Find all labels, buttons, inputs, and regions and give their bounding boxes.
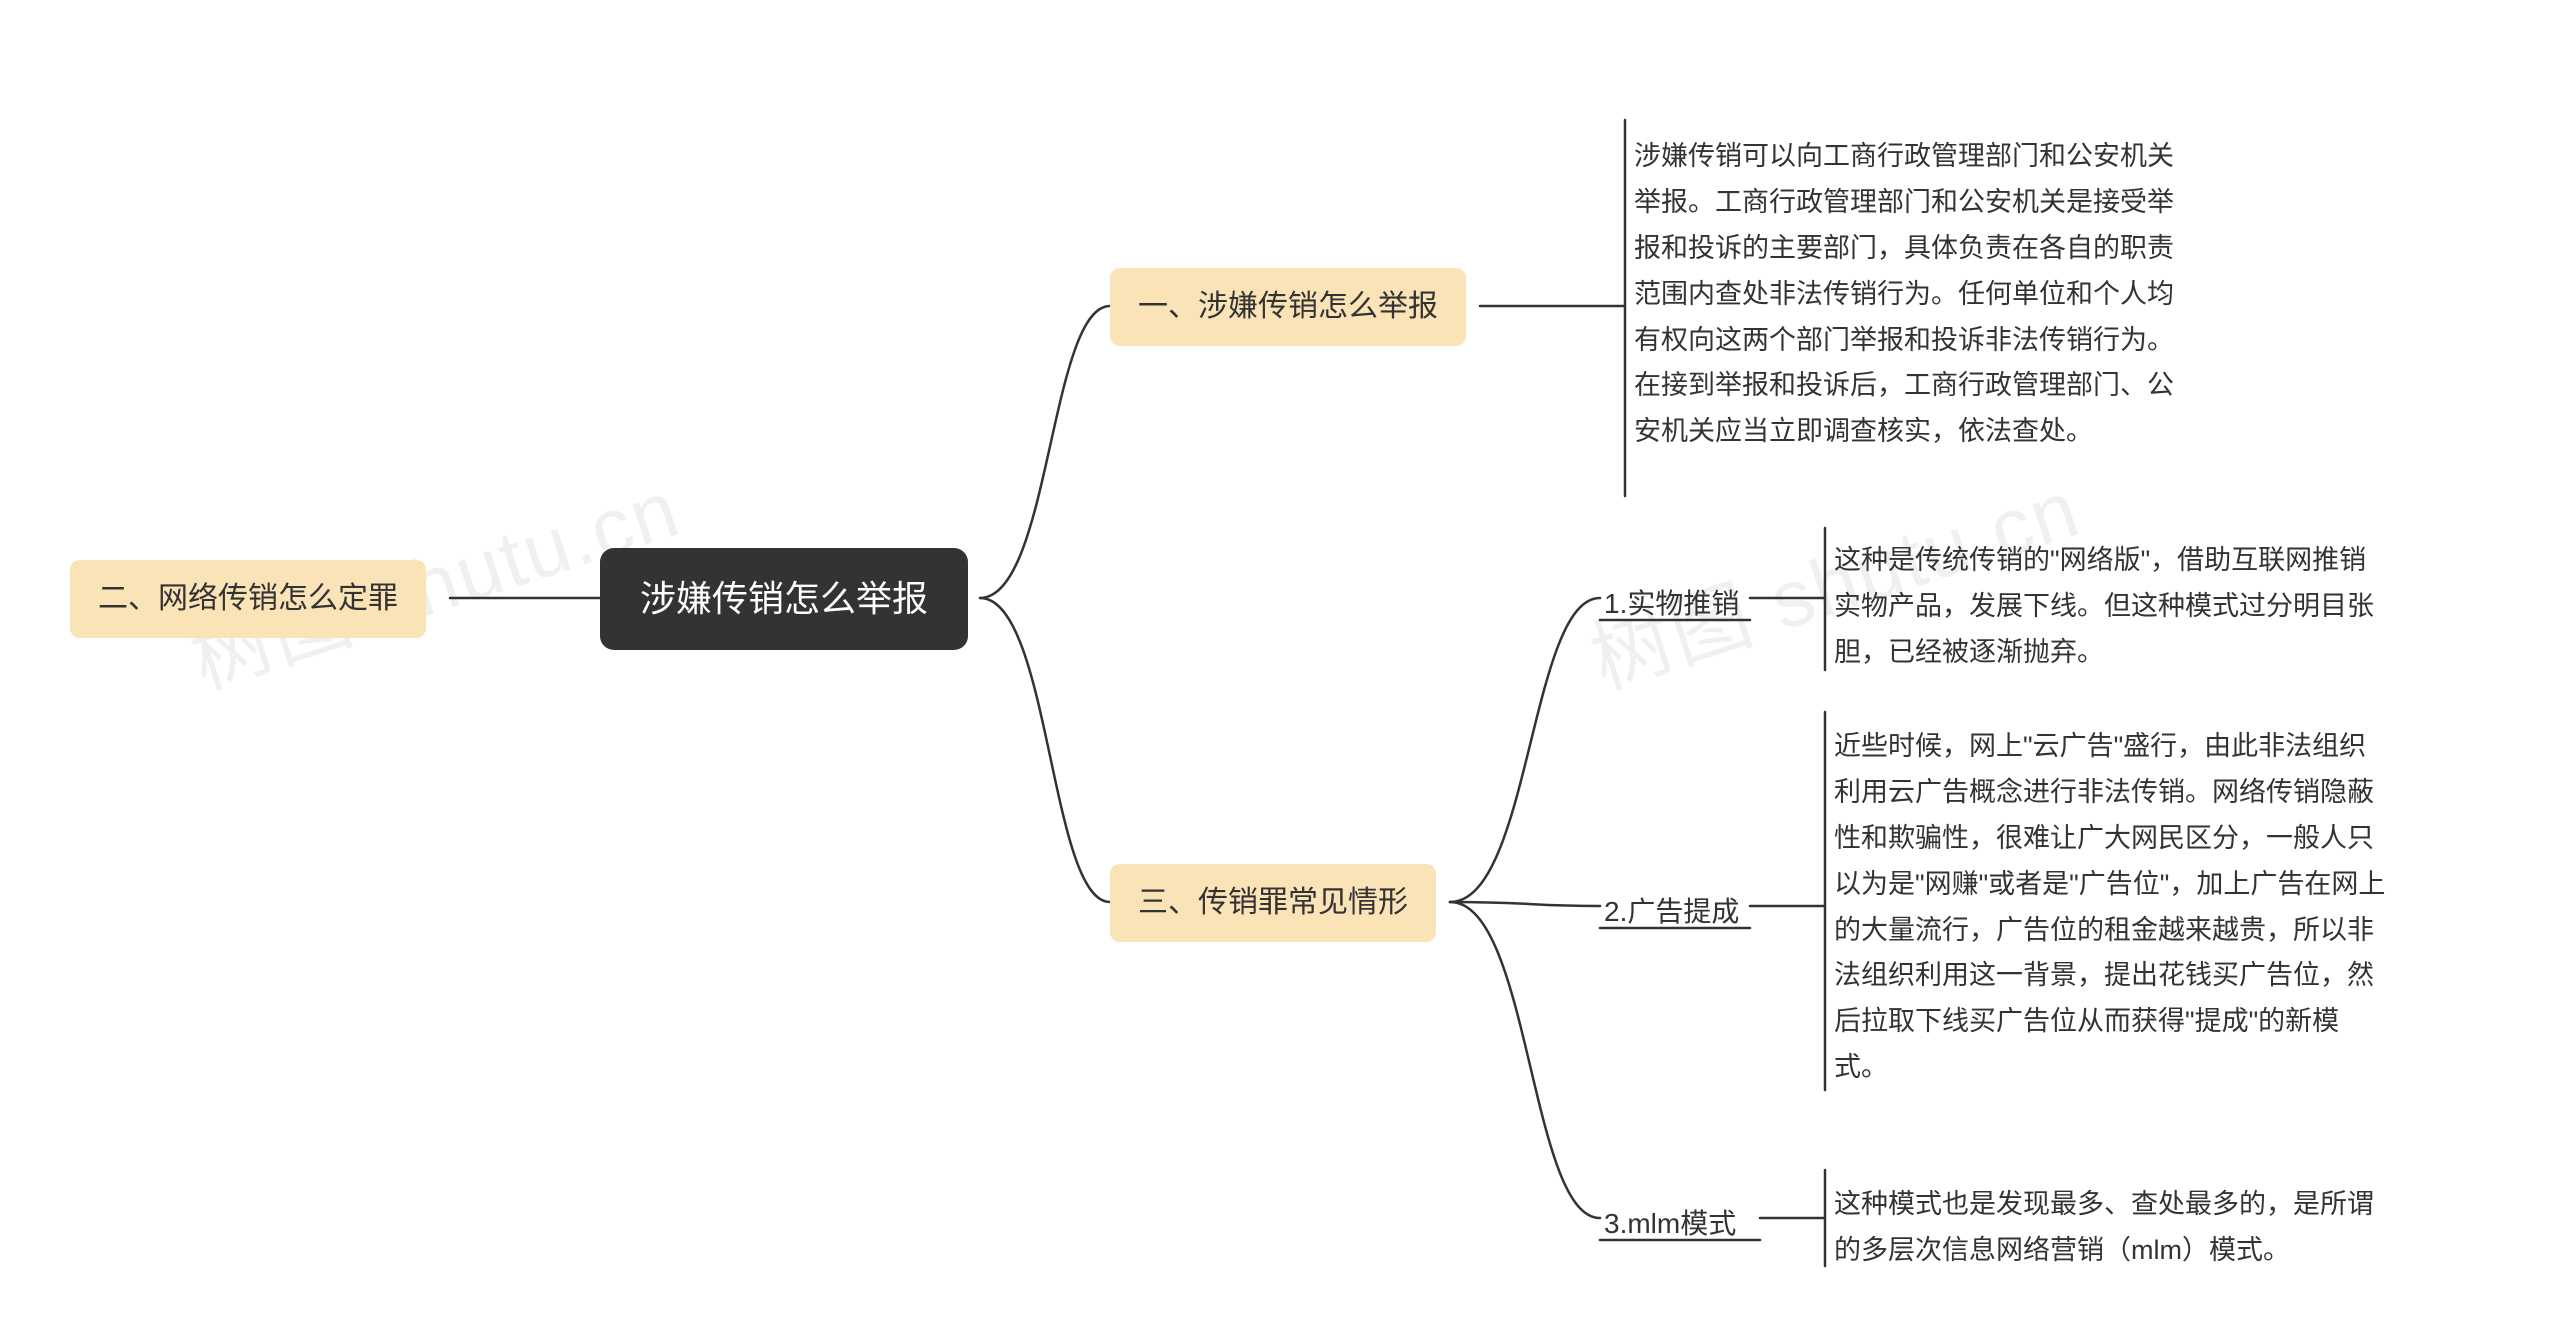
edge-right2-sub2 bbox=[1450, 902, 1600, 906]
edge-root-right1 bbox=[980, 306, 1110, 598]
root-node[interactable]: 涉嫌传销怎么举报 bbox=[600, 548, 968, 650]
leaf-right1: 涉嫌传销可以向工商行政管理部门和公安机关举报。工商行政管理部门和公安机关是接受举… bbox=[1630, 130, 2200, 459]
branch-right-2[interactable]: 三、传销罪常见情形 bbox=[1110, 864, 1436, 942]
branch-left-1[interactable]: 二、网络传销怎么定罪 bbox=[70, 560, 426, 638]
edge-right2-sub3 bbox=[1450, 902, 1600, 1218]
leaf-sub3: 这种模式也是发现最多、查处最多的，是所谓的多层次信息网络营销（mlm）模式。 bbox=[1830, 1178, 2390, 1278]
sub-node-3[interactable]: 3.mlm模式 bbox=[1600, 1196, 1740, 1251]
sub-node-1[interactable]: 1.实物推销 bbox=[1600, 576, 1743, 631]
branch-right-1[interactable]: 一、涉嫌传销怎么举报 bbox=[1110, 268, 1466, 346]
leaf-sub1: 这种是传统传销的"网络版"，借助互联网推销实物产品，发展下线。但这种模式过分明目… bbox=[1830, 534, 2390, 680]
leaf-sub2: 近些时候，网上"云广告"盛行，由此非法组织利用云广告概念进行非法传销。网络传销隐… bbox=[1830, 720, 2390, 1095]
edge-root-right2 bbox=[980, 598, 1110, 902]
sub-node-2[interactable]: 2.广告提成 bbox=[1600, 884, 1743, 939]
edge-right2-sub1 bbox=[1450, 598, 1600, 902]
